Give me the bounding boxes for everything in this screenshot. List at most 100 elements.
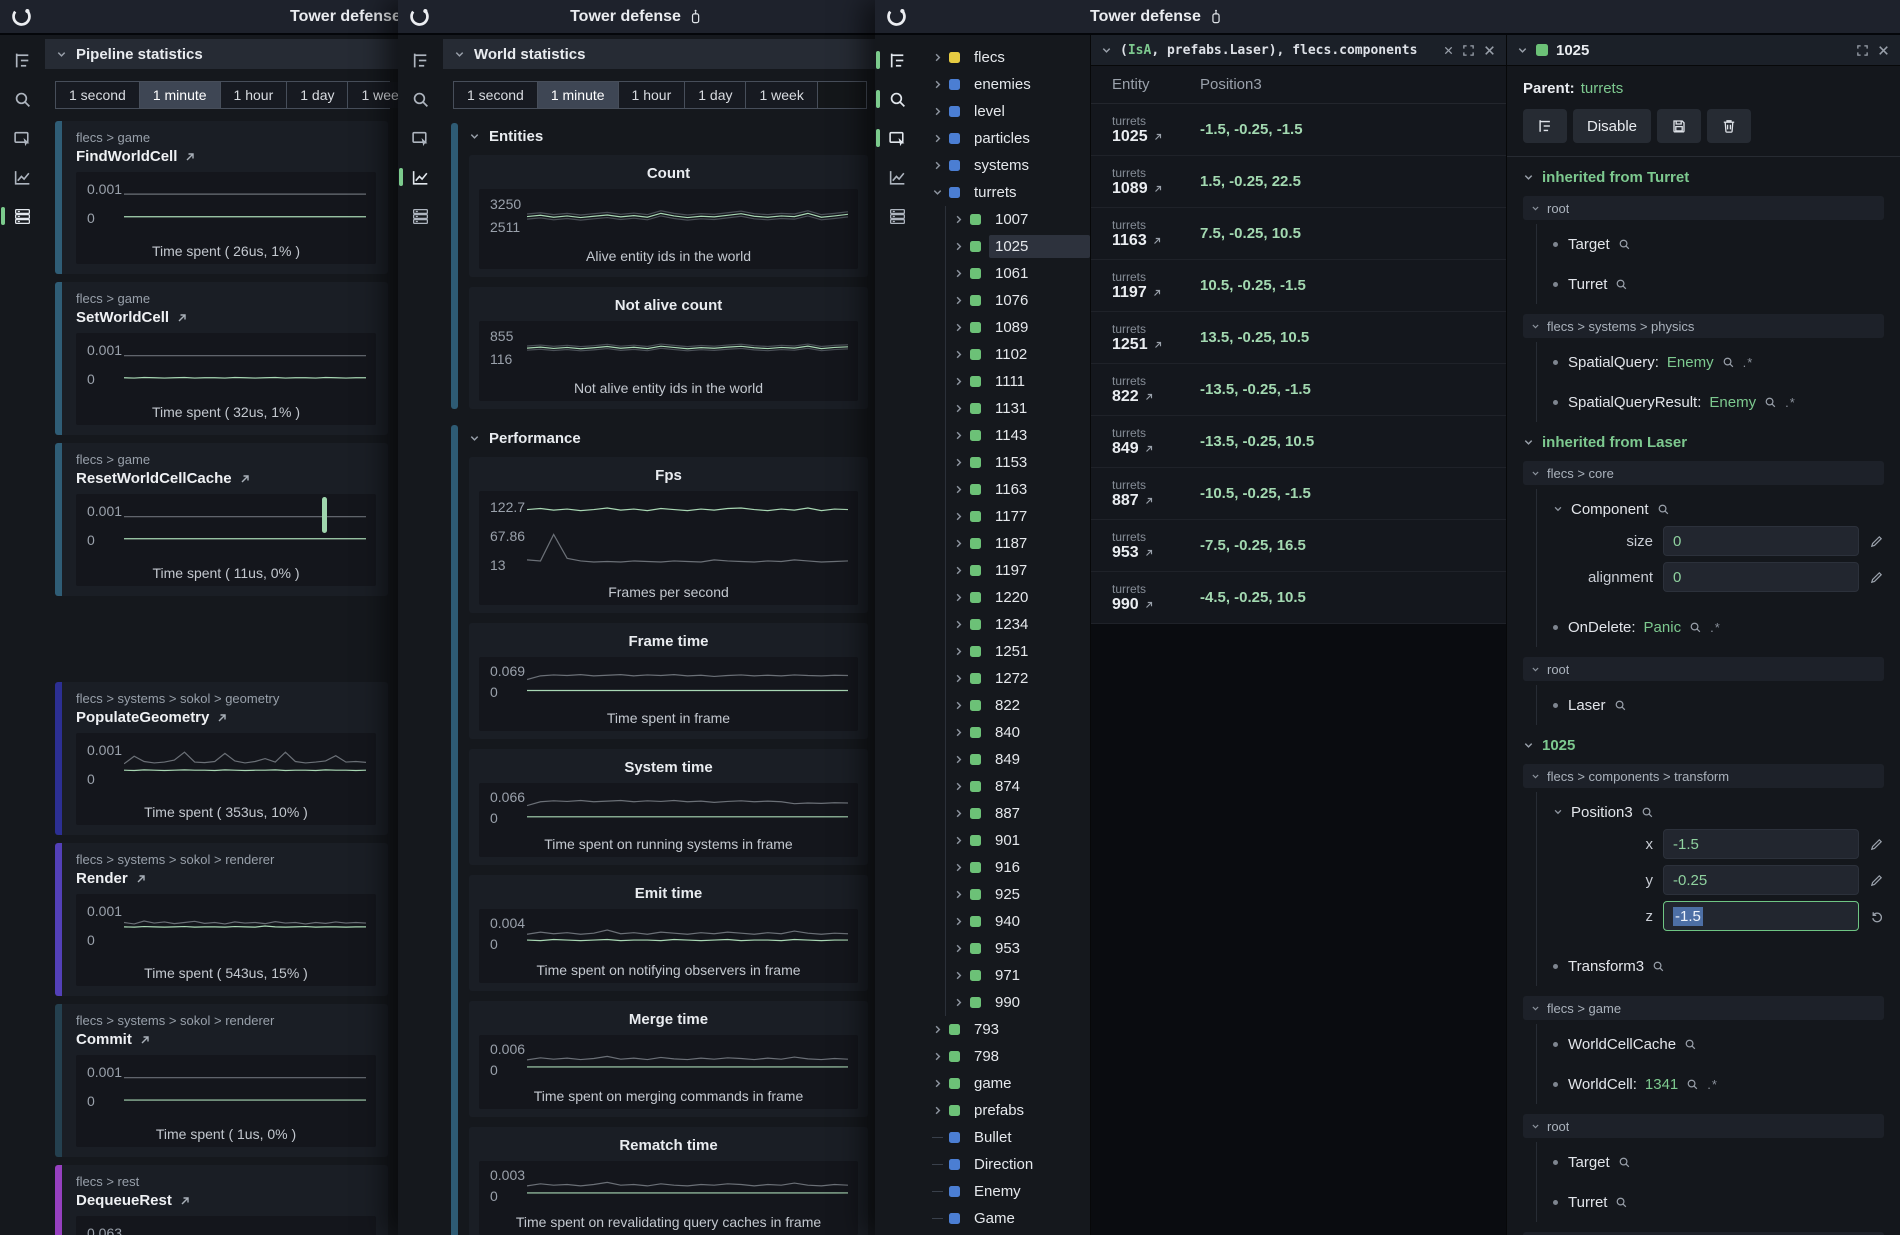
tree-item-1076[interactable]: 1076 [946,287,1090,314]
chevron-right-icon[interactable] [953,781,964,792]
chevron-right-icon[interactable] [953,457,964,468]
query-row[interactable]: turrets 953 -7.5, -0.25, 16.5 [1091,520,1506,572]
component-group-header[interactable]: root [1523,1114,1884,1138]
chevron-right-icon[interactable] [953,376,964,387]
tree-item-940[interactable]: 940 [946,908,1090,935]
inspector-section-header[interactable]: inherited from Laser [1523,434,1884,451]
tree-item-887[interactable]: 887 [946,800,1090,827]
tree-item-Enemy[interactable]: Enemy [920,1178,1090,1205]
chevron-right-icon[interactable] [953,592,964,603]
tag-row[interactable]: Target [1553,233,1884,255]
rail-chart-button[interactable] [10,164,36,190]
tree-item-1251[interactable]: 1251 [946,638,1090,665]
open-entity-icon[interactable] [1152,288,1162,298]
rail-stats-button[interactable] [0,203,36,229]
search-icon[interactable] [1652,960,1665,973]
tag-row[interactable]: Target [1553,1151,1884,1173]
query-row[interactable]: turrets 1025 -1.5, -0.25, -1.5 [1091,104,1506,156]
panel-header-world[interactable]: World statistics [443,39,875,69]
rail-tree-button[interactable] [408,47,434,73]
search-icon[interactable] [1618,238,1631,251]
field-input-z[interactable]: -1.5 [1663,901,1859,931]
tree-item-Bullet[interactable]: Bullet [920,1124,1090,1151]
tree-item-849[interactable]: 849 [946,746,1090,773]
edit-icon[interactable] [1869,873,1884,888]
tag-row[interactable]: OnDelete: Panic .* [1553,616,1884,638]
chevron-right-icon[interactable] [953,349,964,360]
query-row[interactable]: turrets 822 -13.5, -0.25, -1.5 [1091,364,1506,416]
chevron-right-icon[interactable] [953,511,964,522]
expand-panel-icon[interactable] [1856,44,1869,57]
item-value[interactable]: 1341 [1644,1075,1679,1093]
clear-query-icon[interactable] [1443,45,1454,56]
tree-item-1234[interactable]: 1234 [946,611,1090,638]
tag-row[interactable]: Laser [1553,694,1884,716]
chevron-down-icon[interactable] [1553,504,1563,514]
tab-1-minute[interactable]: 1 minute [139,82,221,108]
open-entity-icon[interactable] [1144,392,1154,402]
chevron-right-icon[interactable] [932,79,943,90]
tag-row[interactable]: Turret [1553,273,1884,295]
tab-1-minute[interactable]: 1 minute [537,82,619,108]
chevron-down-icon[interactable] [1101,45,1112,56]
tree-item-916[interactable]: 916 [946,854,1090,881]
entity-id[interactable]: 953 [1112,543,1139,561]
tree-item-953[interactable]: 953 [946,935,1090,962]
entity-id[interactable]: 1251 [1112,335,1148,353]
query-row[interactable]: turrets 849 -13.5, -0.25, 10.5 [1091,416,1506,468]
edit-icon[interactable] [1869,534,1884,549]
open-link-icon[interactable] [216,712,228,724]
chevron-right-icon[interactable] [932,1078,943,1089]
open-link-icon[interactable] [184,151,196,163]
tree-item-1102[interactable]: 1102 [946,341,1090,368]
chevron-right-icon[interactable] [953,241,964,252]
search-icon[interactable] [1641,806,1654,819]
query-row[interactable]: turrets 1251 13.5, -0.25, 10.5 [1091,312,1506,364]
component-group-header[interactable]: flecs > core [1523,461,1884,485]
tree-item-level[interactable]: level [920,98,1090,125]
tree-item-874[interactable]: 874 [946,773,1090,800]
search-icon[interactable] [1764,396,1777,409]
tag-row[interactable]: Transform3 [1553,955,1884,977]
open-link-icon[interactable] [239,473,251,485]
tree-item-1272[interactable]: 1272 [946,665,1090,692]
open-link-icon[interactable] [135,873,147,885]
tab-1-week[interactable]: 1 week [746,82,818,108]
tag-row[interactable]: WorldCell: 1341 .* [1553,1073,1884,1095]
tree-item-1025[interactable]: 1025 [946,233,1090,260]
component-row[interactable]: Position3 [1553,801,1884,823]
search-icon[interactable] [1684,1038,1697,1051]
panel-header-pipeline[interactable]: Pipeline statistics [45,39,398,69]
inspector-section-header[interactable]: inherited from Turret [1523,169,1884,186]
chevron-right-icon[interactable] [953,673,964,684]
tree-item-1143[interactable]: 1143 [946,422,1090,449]
open-link-icon[interactable] [179,1195,191,1207]
tree-item-turrets[interactable]: turrets [920,179,1090,206]
rail-tree-button[interactable] [875,47,911,73]
chevron-right-icon[interactable] [953,727,964,738]
component-group-header[interactable]: flecs > systems > physics [1523,314,1884,338]
chevron-right-icon[interactable] [953,754,964,765]
rail-inspect-button[interactable] [875,125,911,151]
chevron-right-icon[interactable] [953,970,964,981]
component-group-header[interactable]: flecs > systems > physics [1523,1232,1884,1235]
tab-1-day[interactable]: 1 day [685,82,747,108]
edit-icon[interactable] [1869,570,1884,585]
chevron-right-icon[interactable] [953,943,964,954]
tree-item-prefabs[interactable]: prefabs [920,1097,1090,1124]
component-group-header[interactable]: root [1523,657,1884,681]
tree-item-1131[interactable]: 1131 [946,395,1090,422]
chevron-down-icon[interactable] [1517,45,1528,56]
chevron-right-icon[interactable] [953,268,964,279]
chevron-right-icon[interactable] [953,808,964,819]
chevron-right-icon[interactable] [953,538,964,549]
open-entity-icon[interactable] [1153,340,1163,350]
field-input-y[interactable]: -0.25 [1663,865,1859,895]
tree-item-1177[interactable]: 1177 [946,503,1090,530]
query-row[interactable]: turrets 887 -10.5, -0.25, -1.5 [1091,468,1506,520]
tree-item-1007[interactable]: 1007 [946,206,1090,233]
undo-icon[interactable] [1869,909,1884,924]
component-group-header[interactable]: flecs > game [1523,996,1884,1020]
open-entity-icon[interactable] [1153,184,1163,194]
chevron-right-icon[interactable] [953,835,964,846]
